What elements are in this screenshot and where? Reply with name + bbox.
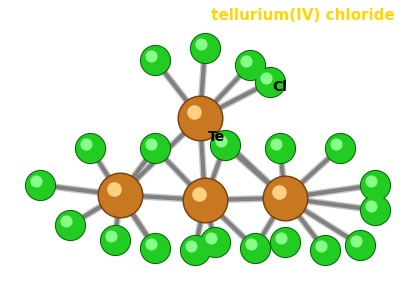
Point xyxy=(322,248,328,252)
Point xyxy=(372,183,378,188)
Point xyxy=(37,183,43,188)
Point xyxy=(111,187,117,191)
Point xyxy=(208,236,214,240)
Point xyxy=(202,46,208,50)
Point xyxy=(282,240,288,244)
Point xyxy=(202,198,208,203)
Point xyxy=(33,178,39,183)
Point xyxy=(282,240,288,244)
Point xyxy=(243,58,249,63)
Point xyxy=(357,243,363,248)
Point xyxy=(368,204,374,208)
Point xyxy=(192,248,198,252)
Point xyxy=(353,238,359,243)
Point xyxy=(191,110,197,114)
Point xyxy=(148,54,154,58)
Point xyxy=(267,80,273,84)
Text: Cl: Cl xyxy=(272,80,287,94)
Point xyxy=(322,248,328,252)
Point xyxy=(263,76,269,80)
Point xyxy=(273,142,279,146)
Point xyxy=(202,46,208,50)
Point xyxy=(252,246,258,250)
Point xyxy=(202,198,208,203)
Point xyxy=(222,142,228,147)
Text: Te: Te xyxy=(208,130,225,144)
Text: tellurium(IV) chloride: tellurium(IV) chloride xyxy=(211,8,395,23)
Point xyxy=(247,63,253,68)
Point xyxy=(196,192,202,197)
Point xyxy=(108,234,114,239)
Point xyxy=(117,193,123,197)
Point xyxy=(152,58,158,62)
Point xyxy=(192,248,198,252)
Point xyxy=(252,246,258,250)
Point xyxy=(278,236,284,240)
Point xyxy=(197,116,203,120)
Point xyxy=(152,58,158,62)
Point xyxy=(277,146,283,150)
Point xyxy=(83,142,89,146)
Point xyxy=(148,242,154,246)
Point xyxy=(218,139,224,143)
Point xyxy=(212,240,218,244)
Point xyxy=(152,246,158,250)
Point xyxy=(152,146,158,150)
Point xyxy=(357,243,363,248)
Point xyxy=(67,223,73,227)
Point xyxy=(337,146,343,150)
Point xyxy=(372,183,378,188)
Point xyxy=(247,63,253,68)
Point xyxy=(368,178,374,183)
Point xyxy=(188,244,194,248)
Point xyxy=(277,146,283,150)
Point xyxy=(337,146,343,150)
Point xyxy=(198,42,204,46)
Point xyxy=(37,183,43,188)
Point xyxy=(87,146,93,150)
Point xyxy=(117,193,123,197)
Point xyxy=(197,116,203,120)
Point xyxy=(152,246,158,250)
Point xyxy=(67,223,73,227)
Point xyxy=(112,238,118,242)
Point xyxy=(318,244,324,248)
Point xyxy=(372,208,378,212)
Point xyxy=(212,240,218,244)
Point xyxy=(267,80,273,84)
Point xyxy=(152,146,158,150)
Point xyxy=(87,146,93,150)
Point xyxy=(112,238,118,242)
Point xyxy=(63,219,69,224)
Point xyxy=(222,142,228,147)
Point xyxy=(282,196,288,200)
Point xyxy=(248,242,254,246)
Point xyxy=(282,196,288,200)
Point xyxy=(372,208,378,212)
Point xyxy=(148,142,154,146)
Point xyxy=(276,190,282,194)
Point xyxy=(333,142,339,146)
